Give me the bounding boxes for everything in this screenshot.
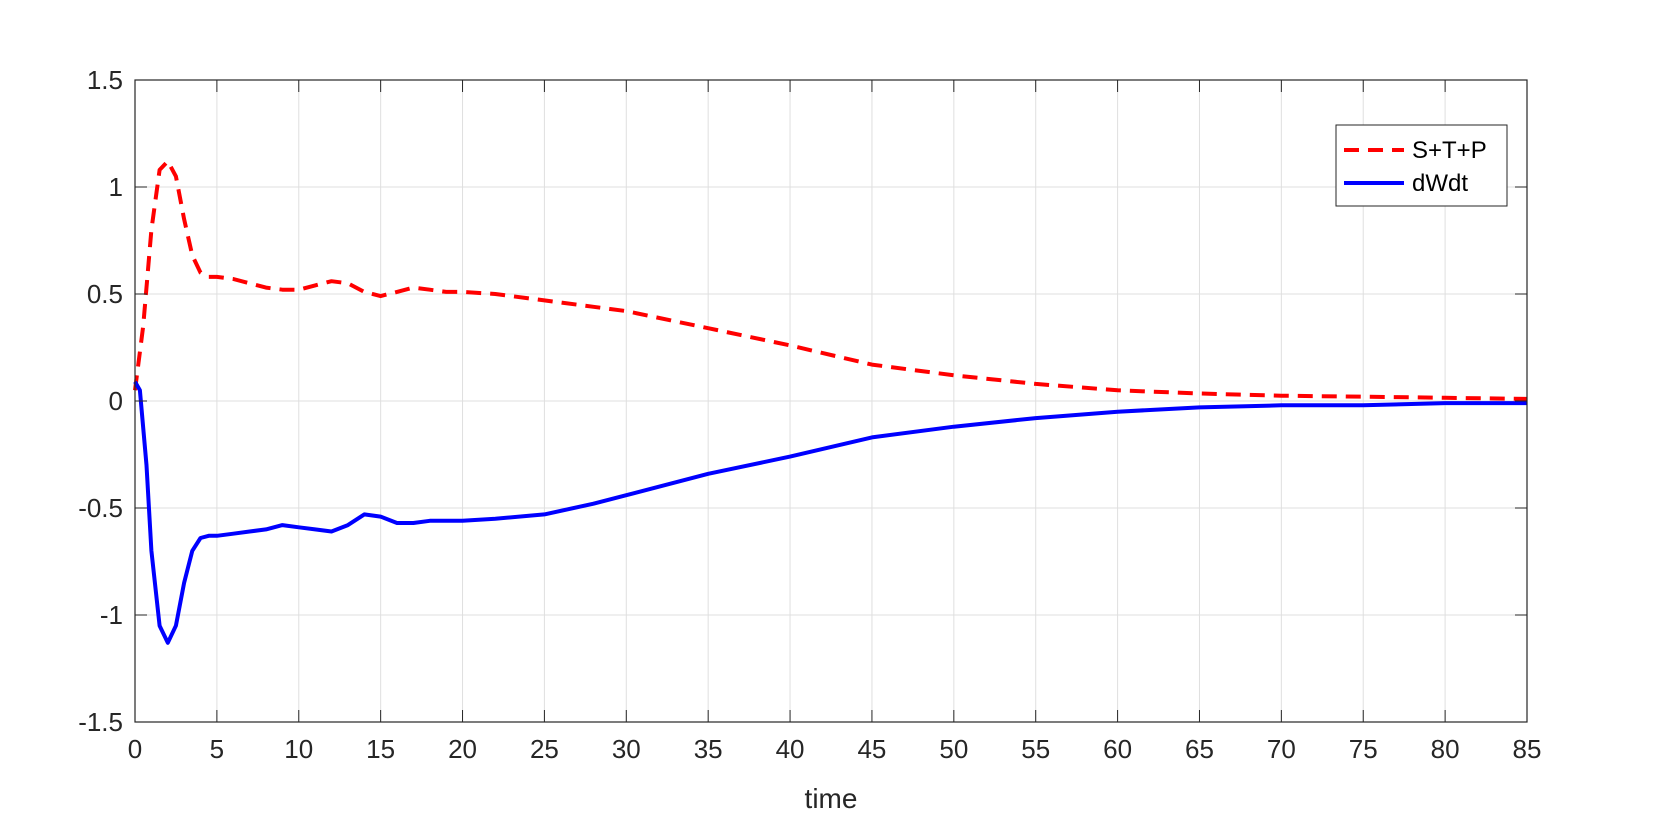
series-line-dwdt [133,380,1527,645]
y-tick-label: -0.5 [78,493,123,523]
x-tick-label: 75 [1349,734,1378,764]
legend-label-stp: S+T+P [1412,137,1487,164]
y-tick-label: 1 [109,172,123,202]
series-layer [133,159,1528,645]
series-line-stp [133,159,1528,401]
x-tick-label: 85 [1513,734,1542,764]
x-axis-title: time [805,783,858,814]
y-tick-label: -1 [100,600,123,630]
y-tick-label: -1.5 [78,707,123,737]
x-tick-label: 55 [1021,734,1050,764]
legend: S+T+P dWdt [1335,124,1508,207]
y-tick-label: 1.5 [87,65,123,95]
x-tick-label: 80 [1431,734,1460,764]
x-axis: 0 5 10 15 20 25 30 35 40 45 50 55 60 65 70 75 80 85 [128,80,1542,764]
x-tick-label: 0 [128,734,142,764]
y-tick-label: 0 [109,386,123,416]
x-tick-label: 45 [857,734,886,764]
y-tick-label: 0.5 [87,279,123,309]
x-tick-label: 60 [1103,734,1132,764]
x-tick-label: 70 [1267,734,1296,764]
x-tick-label: 10 [284,734,313,764]
y-axis: -1.5 -1 -0.5 0 0.5 1 1.5 [78,65,1527,737]
x-tick-label: 50 [939,734,968,764]
x-tick-label: 5 [210,734,224,764]
x-tick-label: 30 [612,734,641,764]
legend-box [1335,124,1508,207]
x-tick-label: 20 [448,734,477,764]
x-tick-label: 40 [776,734,805,764]
x-tick-label: 65 [1185,734,1214,764]
legend-label-dwdt: dWdt [1412,170,1468,197]
x-tick-label: 15 [366,734,395,764]
x-tick-label: 35 [694,734,723,764]
x-tick-label: 25 [530,734,559,764]
